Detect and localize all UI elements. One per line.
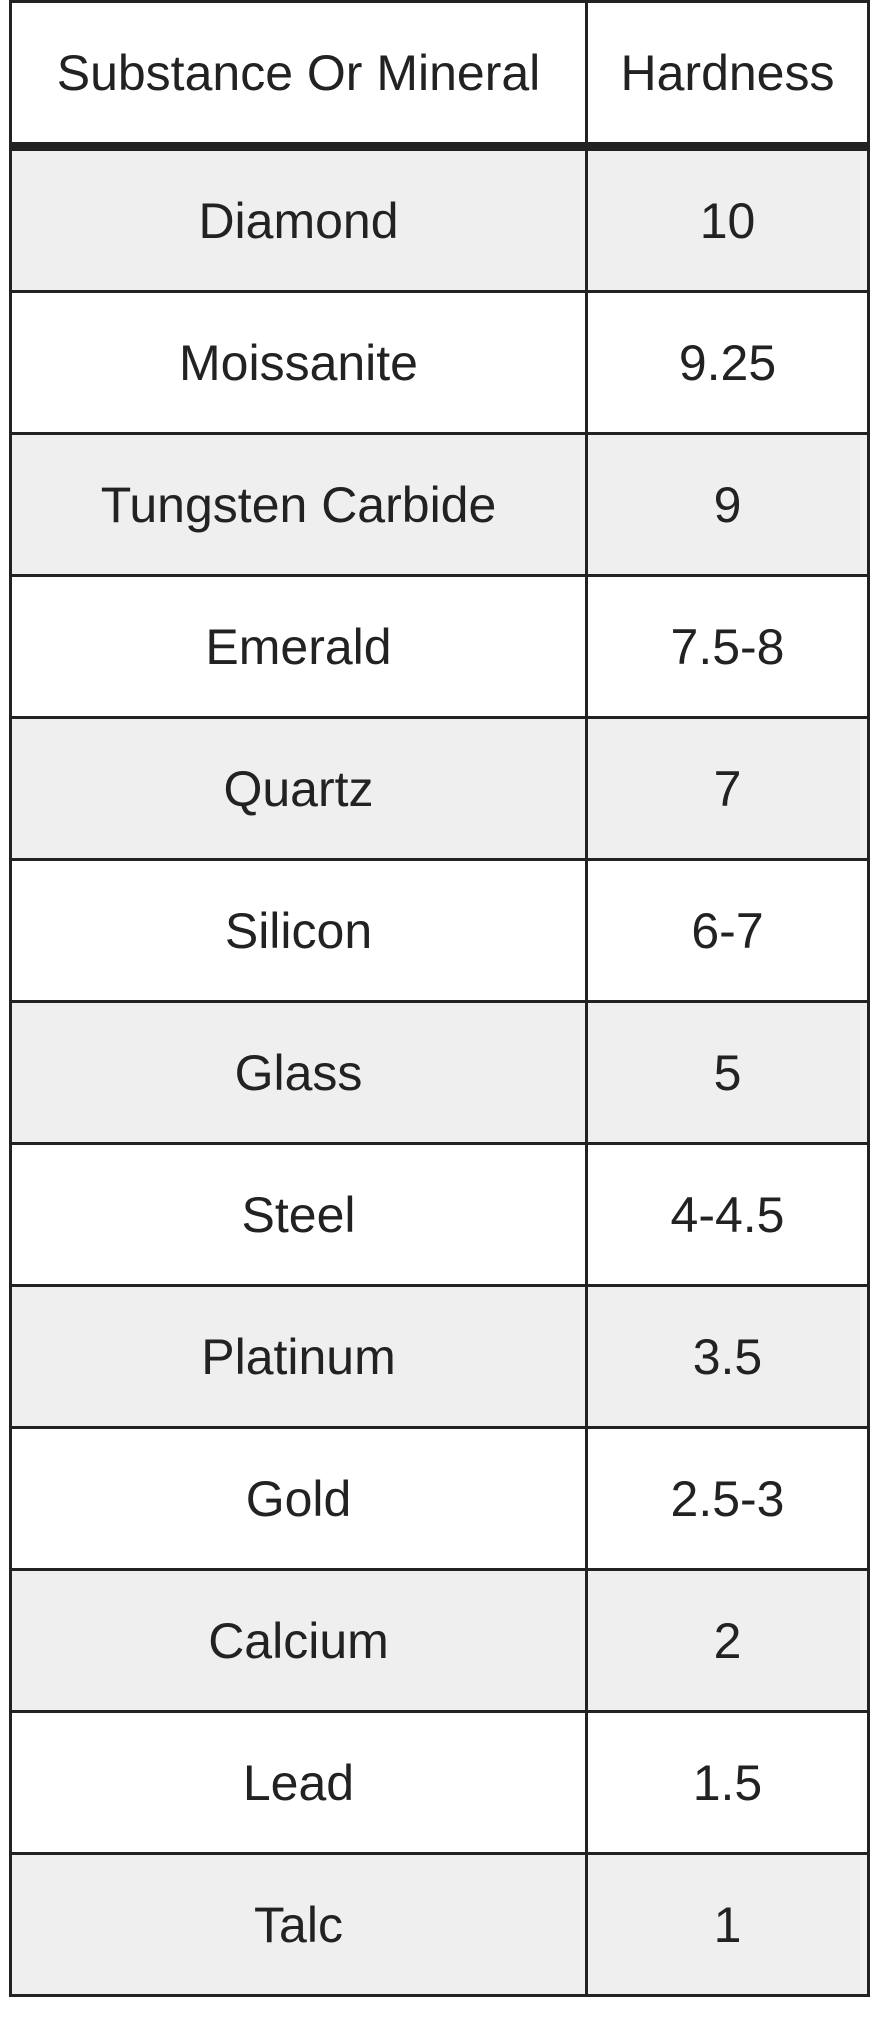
table-row: Emerald 7.5-8 bbox=[9, 574, 870, 719]
table-row: Tungsten Carbide 9 bbox=[9, 432, 870, 577]
table-row: Platinum 3.5 bbox=[9, 1284, 870, 1429]
hardness-cell: 1 bbox=[585, 1852, 870, 1997]
hardness-cell: 10 bbox=[585, 145, 870, 293]
substance-cell: Gold bbox=[9, 1426, 588, 1571]
substance-cell: Emerald bbox=[9, 574, 588, 719]
hardness-cell: 9.25 bbox=[585, 290, 870, 435]
substance-cell: Tungsten Carbide bbox=[9, 432, 588, 577]
hardness-cell: 3.5 bbox=[585, 1284, 870, 1429]
substance-cell: Lead bbox=[9, 1710, 588, 1855]
hardness-cell: 7.5-8 bbox=[585, 574, 870, 719]
substance-cell: Diamond bbox=[9, 145, 588, 293]
substance-cell: Glass bbox=[9, 1000, 588, 1145]
substance-cell: Calcium bbox=[9, 1568, 588, 1713]
substance-cell: Steel bbox=[9, 1142, 588, 1287]
substance-cell: Platinum bbox=[9, 1284, 588, 1429]
header-hardness: Hardness bbox=[585, 0, 870, 151]
hardness-cell: 4-4.5 bbox=[585, 1142, 870, 1287]
table-row: Moissanite 9.25 bbox=[9, 290, 870, 435]
table-row: Silicon 6-7 bbox=[9, 858, 870, 1003]
header-row: Substance Or Mineral Hardness bbox=[9, 0, 870, 151]
substance-cell: Quartz bbox=[9, 716, 588, 861]
table-row: Diamond 10 bbox=[9, 145, 870, 293]
hardness-cell: 7 bbox=[585, 716, 870, 861]
table-row: Talc 1 bbox=[9, 1852, 870, 1997]
substance-cell: Talc bbox=[9, 1852, 588, 1997]
hardness-cell: 5 bbox=[585, 1000, 870, 1145]
hardness-cell: 1.5 bbox=[585, 1710, 870, 1855]
substance-cell: Silicon bbox=[9, 858, 588, 1003]
table-row: Steel 4-4.5 bbox=[9, 1142, 870, 1287]
table-row: Calcium 2 bbox=[9, 1568, 870, 1713]
hardness-cell: 6-7 bbox=[585, 858, 870, 1003]
hardness-cell: 9 bbox=[585, 432, 870, 577]
header-substance: Substance Or Mineral bbox=[9, 0, 588, 151]
hardness-cell: 2 bbox=[585, 1568, 870, 1713]
substance-cell: Moissanite bbox=[9, 290, 588, 435]
hardness-table: Substance Or Mineral Hardness Diamond 10 M… bbox=[9, 0, 870, 1997]
table-row: Glass 5 bbox=[9, 1000, 870, 1145]
table-row: Lead 1.5 bbox=[9, 1710, 870, 1855]
hardness-cell: 2.5-3 bbox=[585, 1426, 870, 1571]
table-row: Gold 2.5-3 bbox=[9, 1426, 870, 1571]
table-row: Quartz 7 bbox=[9, 716, 870, 861]
